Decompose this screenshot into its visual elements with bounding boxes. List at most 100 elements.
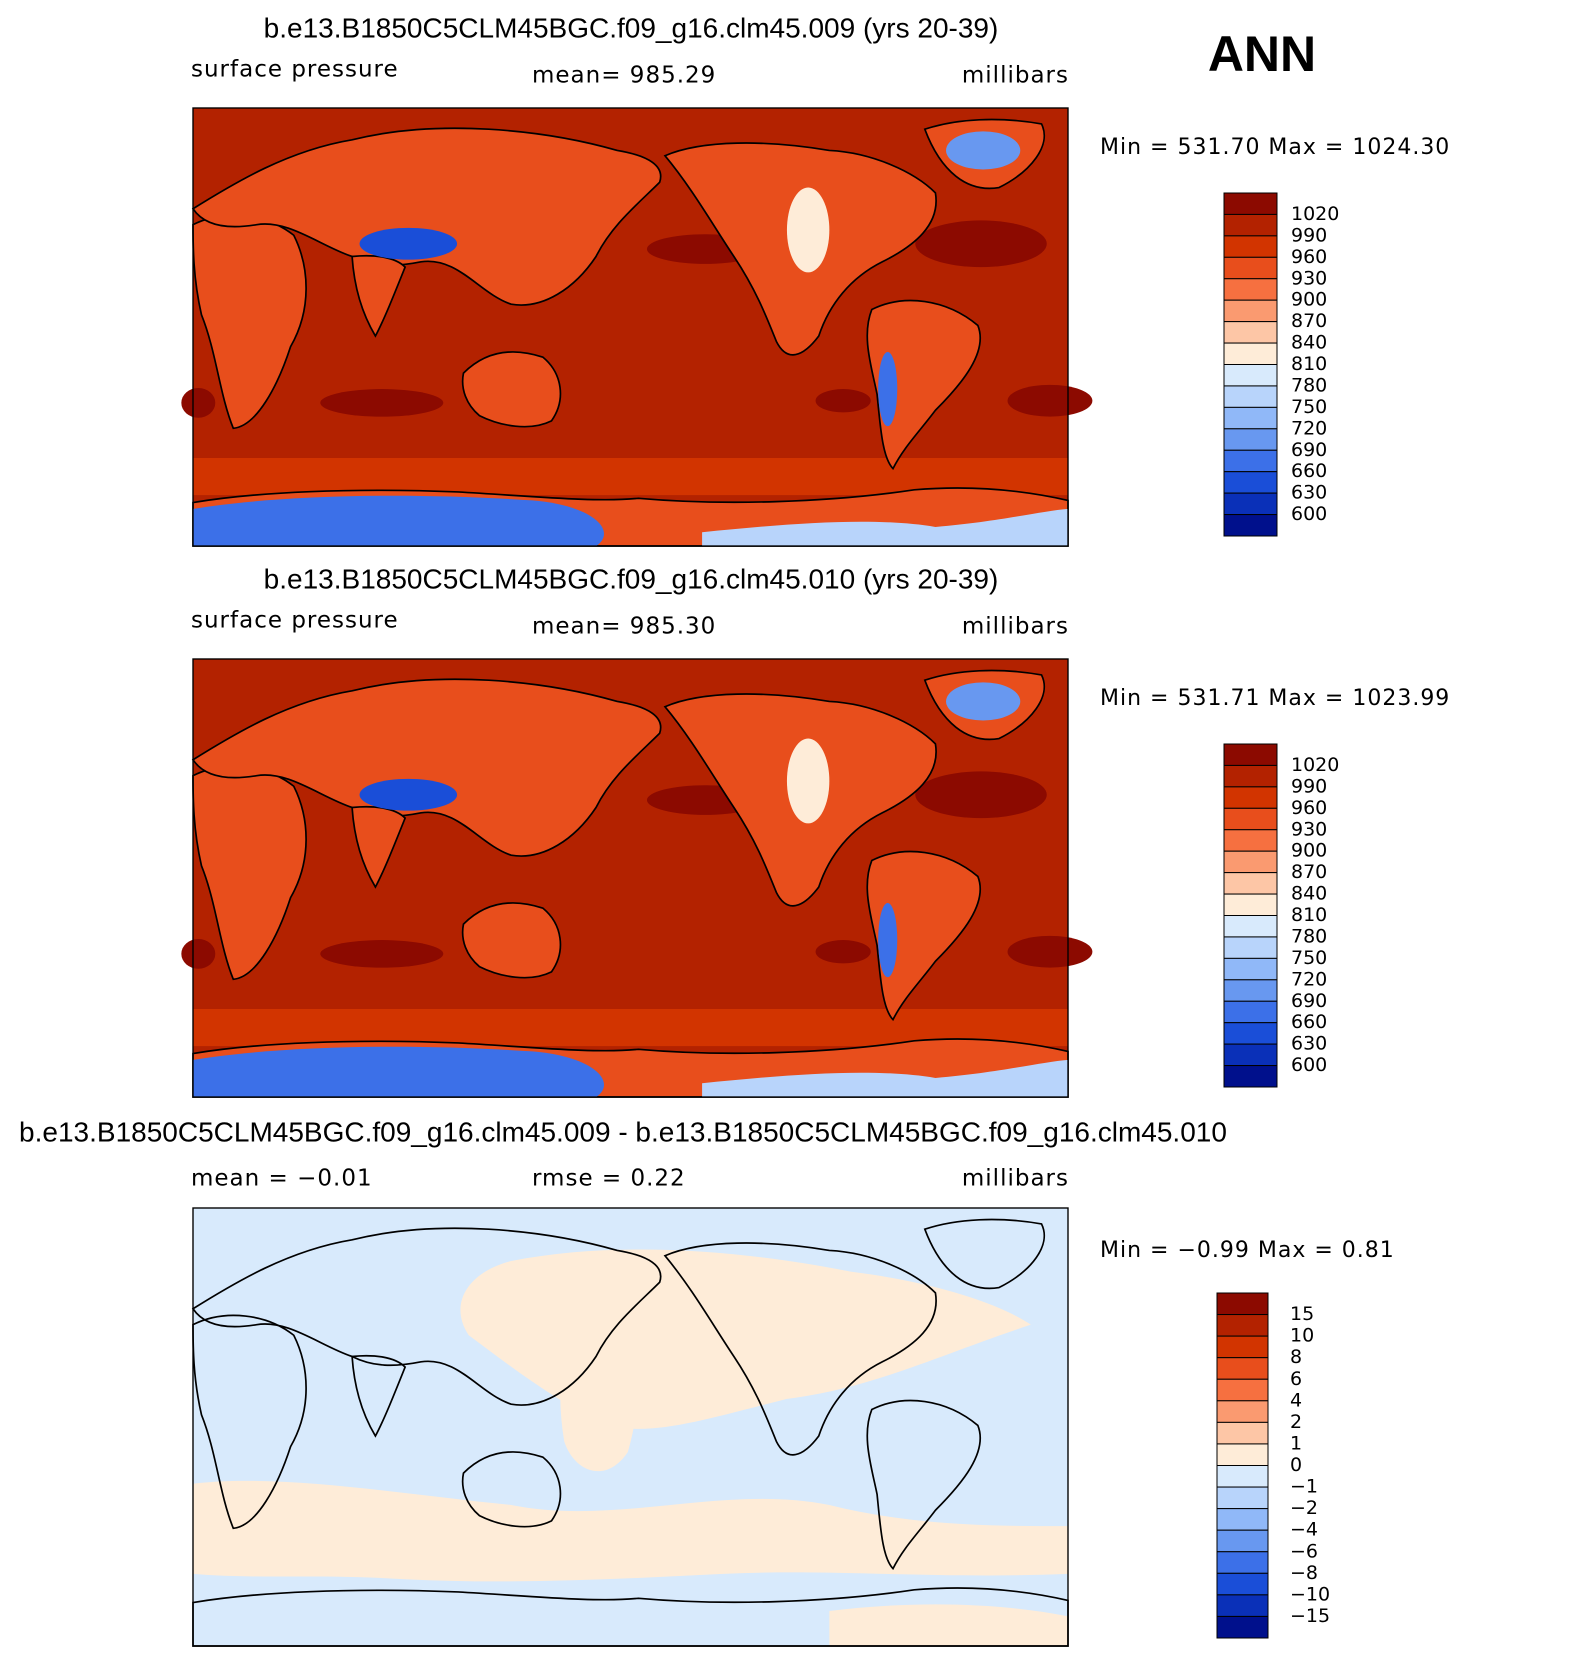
colorbar-swatch	[1223, 471, 1278, 494]
rmse-label: rmse = 0.22	[532, 1166, 686, 1192]
colorbar-swatch	[1223, 406, 1278, 430]
colorbar-swatch	[1223, 256, 1278, 280]
colorbar-swatch	[1216, 1551, 1269, 1574]
colorbar-swatch	[1223, 936, 1278, 959]
colorbar-label: 600	[1291, 503, 1327, 525]
colorbar-label: 660	[1291, 460, 1327, 482]
panel-title: b.e13.B1850C5CLM45BGC.f09_g16.clm45.010 …	[264, 563, 999, 594]
colorbar-swatch	[1223, 807, 1278, 831]
colorbar-label: 6	[1290, 1368, 1302, 1390]
units-label: millibars	[962, 614, 1069, 640]
ice-sheet	[702, 1059, 1068, 1098]
colorbar-label: 8	[1290, 1346, 1302, 1368]
colorbar-swatch	[1223, 743, 1278, 766]
min-max-label: Min = 531.70 Max = 1024.30	[1100, 135, 1450, 160]
colorbar-label: 10	[1290, 1325, 1314, 1347]
variable-label: surface pressure	[191, 608, 399, 634]
colorbar-swatch	[1223, 235, 1278, 258]
colorbar-label: 690	[1291, 990, 1327, 1012]
colorbar-swatch	[1223, 364, 1278, 387]
highland	[946, 131, 1021, 170]
colorbar-label: 990	[1291, 224, 1327, 246]
colorbar-label: 1	[1290, 1432, 1302, 1454]
colorbar-swatch	[1216, 1357, 1269, 1380]
min-max-label: Min = 531.71 Max = 1023.99	[1100, 686, 1450, 711]
colorbar-label: 780	[1291, 925, 1327, 947]
colorbar-label: −6	[1290, 1540, 1318, 1562]
map-frame	[192, 107, 1069, 547]
mean-label: mean= 985.29	[532, 63, 716, 89]
highland	[878, 902, 898, 978]
colorbar-swatch	[1223, 850, 1278, 874]
colorbar-label: 960	[1291, 246, 1327, 268]
colorbar-swatch	[1223, 299, 1278, 323]
colorbar-swatch	[1223, 1065, 1278, 1088]
ice-sheet	[702, 508, 1068, 547]
colorbar-swatch	[1223, 786, 1278, 809]
highland	[878, 351, 898, 427]
colorbar-label: −15	[1290, 1605, 1330, 1627]
colorbar-swatch	[1216, 1572, 1269, 1596]
high-pressure	[1007, 935, 1093, 968]
colorbar-swatch	[1216, 1594, 1269, 1617]
high-pressure	[320, 389, 444, 417]
high-pressure	[181, 939, 216, 969]
ice-sheet	[193, 1046, 604, 1098]
colorbar-swatch	[1223, 829, 1278, 852]
colorbar-swatch	[1223, 449, 1278, 473]
colorbar-swatch	[1223, 213, 1278, 237]
colorbar-label: −4	[1290, 1519, 1318, 1541]
colorbar-label: −10	[1290, 1583, 1330, 1605]
colorbar-label: 660	[1291, 1011, 1327, 1033]
colorbar-label: 840	[1291, 883, 1327, 905]
colorbar-label: −8	[1290, 1562, 1318, 1584]
colorbar-swatch	[1223, 385, 1278, 408]
colorbar-swatch	[1223, 872, 1278, 895]
colorbar-swatch	[1223, 764, 1278, 788]
colorbar-swatch	[1216, 1529, 1269, 1553]
colorbar-swatch	[1223, 893, 1278, 916]
colorbar-label: 750	[1291, 396, 1327, 418]
colorbar-swatch	[1216, 1378, 1269, 1402]
highland	[786, 187, 830, 273]
min-max-label: Min = −0.99 Max = 0.81	[1100, 1238, 1395, 1263]
season-label: ANN	[1208, 26, 1316, 82]
colorbar-label: 0	[1290, 1454, 1302, 1476]
colorbar-label: 810	[1291, 904, 1327, 926]
colorbar-swatch	[1223, 957, 1278, 981]
colorbar-label: 930	[1291, 267, 1327, 289]
colorbar-label: 840	[1291, 332, 1327, 354]
positive-region	[193, 1480, 1068, 1582]
map-frame	[192, 1207, 1069, 1647]
high-pressure	[320, 940, 444, 968]
colorbar-swatch	[1216, 1314, 1269, 1337]
colorbar-label: 690	[1291, 439, 1327, 461]
colorbar-label: 900	[1291, 840, 1327, 862]
colorbar-swatch	[1223, 1000, 1278, 1024]
high-pressure	[181, 388, 216, 418]
high-pressure	[915, 771, 1047, 819]
map	[181, 658, 1093, 1098]
ice-sheet	[193, 495, 604, 547]
colorbar-label: 960	[1291, 797, 1327, 819]
units-label: millibars	[962, 1166, 1069, 1192]
colorbar-swatch	[1223, 342, 1278, 365]
colorbar-swatch	[1216, 1400, 1269, 1423]
colorbar-label: −2	[1290, 1497, 1318, 1519]
high-pressure	[815, 389, 871, 413]
colorbar-label: 2	[1290, 1411, 1302, 1433]
colorbar-label: 990	[1291, 775, 1327, 797]
colorbar-swatch	[1223, 321, 1278, 344]
colorbar-swatch	[1223, 428, 1278, 451]
colorbar-swatch	[1216, 1508, 1269, 1531]
colorbar-swatch	[1223, 915, 1278, 938]
colorbar-label: 930	[1291, 818, 1327, 840]
colorbar-label: 780	[1291, 374, 1327, 396]
colorbar-swatch	[1223, 1043, 1278, 1067]
colorbar-swatch	[1216, 1292, 1269, 1316]
panel-title: b.e13.B1850C5CLM45BGC.f09_g16.clm45.009 …	[264, 12, 999, 43]
map	[192, 1207, 1069, 1647]
colorbar-label: 870	[1291, 310, 1327, 332]
colorbar-swatch	[1223, 979, 1278, 1002]
